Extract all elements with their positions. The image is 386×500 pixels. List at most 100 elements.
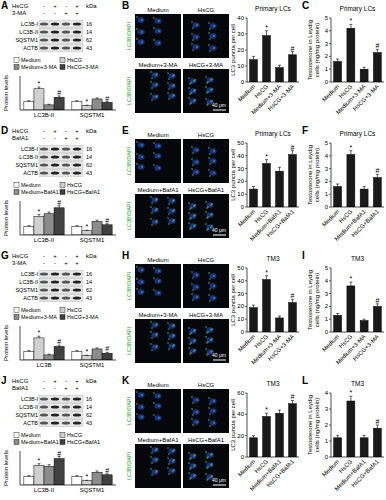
nucleus xyxy=(155,393,162,399)
band xyxy=(40,147,48,150)
y-tick-label: 20 xyxy=(237,178,244,184)
puncta xyxy=(191,33,192,34)
panel-letter: K xyxy=(122,375,130,386)
panel-letter: L xyxy=(302,375,308,386)
nucleus xyxy=(210,398,217,404)
nucleus xyxy=(152,197,159,203)
band-mw: 16 xyxy=(86,146,92,152)
legend-swatch xyxy=(14,440,19,445)
error-bar xyxy=(336,59,339,62)
puncta xyxy=(207,456,208,457)
image-label: Medium xyxy=(147,382,168,388)
band-name: ACTB xyxy=(23,420,38,426)
blot-strip xyxy=(39,37,83,44)
error-bar xyxy=(106,224,109,225)
puncta xyxy=(207,81,208,82)
error-stem xyxy=(28,475,29,477)
significance: # xyxy=(291,45,295,52)
treatment-sign: + xyxy=(64,135,68,141)
blot-strip xyxy=(39,146,83,153)
x-axis xyxy=(20,235,116,236)
legend-swatch xyxy=(14,433,19,438)
error-bar xyxy=(37,215,40,217)
y-axis-label: cells (ng/mg protein) xyxy=(314,273,320,327)
nucleus xyxy=(193,294,200,300)
bar xyxy=(34,338,44,360)
puncta xyxy=(207,228,208,229)
band xyxy=(51,296,59,299)
puncta xyxy=(190,207,191,208)
band xyxy=(62,413,70,416)
x-axis xyxy=(20,485,116,486)
error-stem xyxy=(279,316,280,318)
bar xyxy=(276,171,284,207)
bar xyxy=(250,308,258,332)
error-bar xyxy=(48,465,51,467)
significance: # xyxy=(57,199,61,206)
treatment-sign: - xyxy=(54,260,56,266)
x-axis xyxy=(247,207,299,208)
y-tick xyxy=(329,69,331,70)
nucleus xyxy=(210,295,217,301)
band xyxy=(62,46,70,49)
puncta xyxy=(168,453,169,454)
puncta xyxy=(205,461,206,462)
puncta xyxy=(153,402,154,403)
puncta xyxy=(168,348,169,349)
band xyxy=(73,38,81,41)
band xyxy=(62,22,70,25)
micrograph xyxy=(135,444,181,488)
background xyxy=(0,0,386,500)
legend-swatch xyxy=(14,65,19,70)
y-tick xyxy=(329,43,331,44)
image-label: HsCG xyxy=(198,132,215,138)
puncta xyxy=(188,202,189,203)
error-stem xyxy=(350,396,351,401)
x-tick-label: SQSTM1 xyxy=(80,487,105,493)
treatment-name: BafA1 xyxy=(12,385,29,391)
y-axis xyxy=(247,268,248,332)
legend-swatch xyxy=(14,190,19,195)
puncta xyxy=(206,92,207,93)
chart-title: TM3 xyxy=(351,255,364,262)
error-stem xyxy=(253,56,254,59)
nucleus xyxy=(193,419,200,425)
puncta xyxy=(168,213,169,214)
band xyxy=(62,38,70,41)
x-tick-label: HsCG+BafA1 xyxy=(265,458,295,488)
band xyxy=(40,397,48,400)
puncta xyxy=(194,474,195,475)
bar xyxy=(72,102,82,111)
puncta xyxy=(192,277,193,278)
treatment-sign: + xyxy=(53,378,57,384)
puncta xyxy=(167,217,168,218)
error-bar xyxy=(58,345,61,346)
band xyxy=(73,155,81,158)
bar-chart: **##LC3B-IISQSTM1Protein levelsMediumHsC… xyxy=(3,57,116,118)
nucleus xyxy=(169,333,176,339)
puncta xyxy=(192,424,193,425)
puncta xyxy=(194,204,195,205)
y-tick-label: 1 xyxy=(325,438,329,444)
puncta xyxy=(191,293,192,294)
y-tick xyxy=(245,66,247,67)
nucleus xyxy=(138,154,145,160)
error-bar xyxy=(349,396,352,401)
band-mw: 16 xyxy=(86,396,92,402)
legend-label: HsCG+BafA1 xyxy=(67,189,100,195)
puncta xyxy=(136,38,137,39)
error-cap xyxy=(75,475,78,476)
nucleus xyxy=(193,147,200,153)
puncta xyxy=(158,292,159,293)
bar xyxy=(373,53,381,82)
nucleus xyxy=(207,212,214,218)
band xyxy=(62,163,70,166)
y-tick-label: 3 xyxy=(325,291,329,297)
y-tick-label: 20 xyxy=(237,303,244,309)
puncta xyxy=(155,84,156,85)
puncta xyxy=(196,149,197,150)
nucleus xyxy=(190,338,197,344)
band-mw: 16 xyxy=(86,21,92,27)
chart-title: Primary LCs xyxy=(255,5,292,13)
puncta xyxy=(150,446,151,447)
